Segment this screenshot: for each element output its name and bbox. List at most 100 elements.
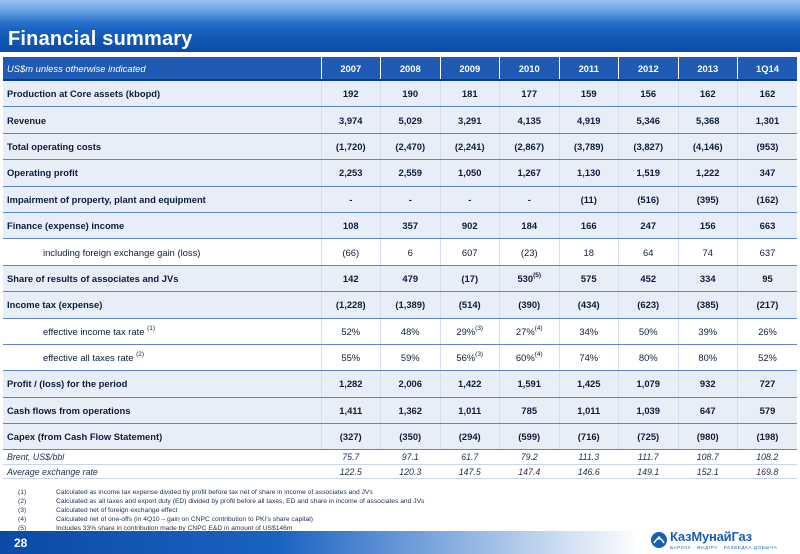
row-label: effective income tax rate (1) [3,318,321,345]
financial-summary-table: US$m unless otherwise indicated 2007 200… [3,57,797,480]
row-label-text: effective all taxes rate [43,352,134,364]
footnote-text: Calculated as income tax expense divided… [56,489,373,496]
row-label: Total operating costs [3,133,321,161]
row-label: Production at Core assets (kbopd) [3,80,321,108]
year-header: 2008 [380,57,440,81]
footnote-number: (2) [18,498,27,505]
footnote-text: Includes 33% share in contribution made … [56,525,293,532]
cell-value: 727 [737,370,797,398]
cell-value: 156 [677,212,738,240]
cell-value: 3,291 [439,106,500,134]
row-label: Operating profit [3,159,321,187]
cell-value: (162) [737,186,797,213]
row-label: including foreign exchange gain (loss) [3,238,321,266]
cell-value: (17) [439,265,500,293]
cell-value: 52% [320,318,381,345]
cell-value: 1,591 [499,370,559,398]
cell-value: 932 [677,370,738,398]
cell-value: (623) [618,291,678,319]
cell-value: 3,974 [320,106,381,134]
table-row: including foreign exchange gain (loss) (… [3,238,797,266]
cell-value: 184 [499,212,559,240]
table-row: effective income tax rate (1) 52% 48% 29… [3,318,797,345]
logo-emblem-icon [651,532,667,548]
cell-value: (23) [499,238,559,266]
table-row: Total operating costs (1,720) (2,470) (2… [3,133,797,161]
cell-value: 347 [737,159,797,187]
cell-value: (599) [499,423,559,451]
cell-value: 902 [439,212,500,240]
cell-value: 1,425 [558,370,619,398]
cell-value: 1,079 [618,370,678,398]
row-label: Income tax (expense) [3,291,321,319]
cell-value: 34% [558,318,619,345]
row-label: Share of results of associates and JVs [3,265,321,293]
cell-value: - [380,186,440,213]
cell-value: 156 [618,80,678,108]
year-header: 1Q14 [737,57,797,81]
cell-value: (11) [558,186,619,213]
cell-value: (716) [558,423,619,451]
cell-value: (953) [737,133,797,161]
cell-value: - [320,186,381,213]
row-label: Revenue [3,106,321,134]
cell-value: 637 [737,238,797,266]
cell-value: (2,470) [380,133,440,161]
cell-value: 61.7 [440,449,500,465]
cell-value: 5,029 [380,106,440,134]
cell-value: 159 [558,80,619,108]
cell-value: (294) [439,423,500,451]
cell-value: (516) [618,186,678,213]
cell-value: 6 [380,238,440,266]
cell-value: 26% [737,318,797,345]
cell-value: 1,519 [618,159,678,187]
cell-number: 60% [515,352,535,364]
year-header: 2009 [439,57,500,81]
cell-value: (390) [499,291,559,319]
table-row: Production at Core assets (kbopd) 192 19… [3,80,797,108]
cell-value: 50% [618,318,678,345]
cell-value: 1,282 [320,370,381,398]
footnote-text: Calculated as all taxes and export duty … [56,498,425,505]
title-bar [0,0,800,52]
cell-value: 52% [737,344,797,372]
cell-value: 2,253 [320,159,381,187]
cell-value: 56%(3) [439,344,500,372]
cell-value: 111.3 [559,449,619,465]
cell-value: 579 [737,397,797,425]
table-header-row: US$m unless otherwise indicated 2007 200… [3,57,797,81]
cell-value: 75.7 [321,449,381,465]
cell-value: 147.4 [499,464,559,480]
cell-value: 1,362 [380,397,440,425]
cell-value: 247 [618,212,678,240]
cell-number: 56% [456,352,476,364]
year-header: 2010 [499,57,559,81]
cell-value: 1,011 [558,397,619,425]
cell-value: 785 [499,397,559,425]
table-row: Operating profit 2,253 2,559 1,050 1,267… [3,159,797,187]
cell-value: (2,867) [499,133,559,161]
year-header: 2011 [558,57,619,81]
cell-value: (4,146) [677,133,738,161]
cell-value: 162 [677,80,738,108]
cell-value: 4,919 [558,106,619,134]
cell-value: 60%(4) [499,344,559,372]
cell-value: (1,228) [320,291,381,319]
cell-value: 48% [380,318,440,345]
table-row: Impairment of property, plant and equipm… [3,186,797,213]
cell-value: 108.7 [678,449,738,465]
table-row: effective all taxes rate (2) 55% 59% 56%… [3,344,797,372]
cell-value: 1,011 [439,397,500,425]
table-row: Share of results of associates and JVs 1… [3,265,797,293]
footnote: (3) Calculated net of foreign exchange ef… [18,506,578,515]
table-row: Average exchange rate 122.5 120.3 147.5 … [3,464,797,480]
cell-value: 663 [737,212,797,240]
logo-wordmark: КазМунайГаз [670,529,752,544]
footnotes: (1) Calculated as income tax expense divi… [18,488,578,533]
table-row: Cash flows from operations 1,411 1,362 1… [3,397,797,425]
cell-value: 5,368 [677,106,738,134]
cell-value: 111.7 [618,449,678,465]
row-label: Cash flows from operations [3,397,321,425]
cell-value: 190 [380,80,440,108]
cell-value: 530(5) [499,265,559,293]
